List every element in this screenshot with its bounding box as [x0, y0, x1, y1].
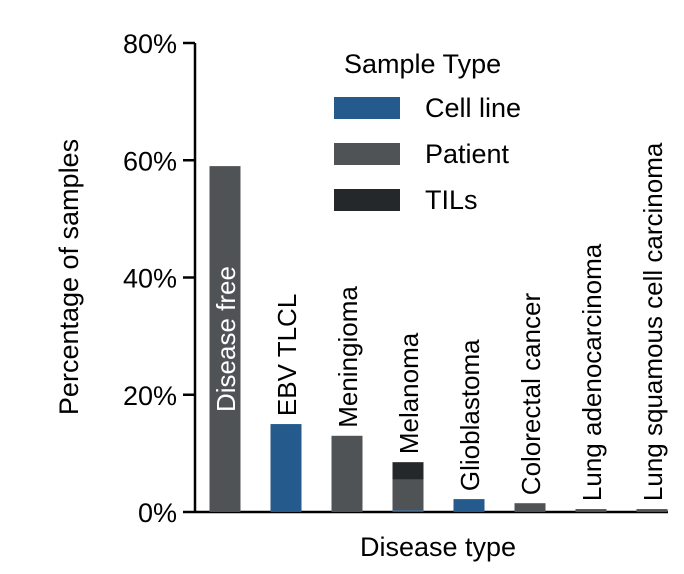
legend-title: Sample Type — [344, 49, 501, 79]
legend-swatch — [334, 97, 400, 119]
legend-swatch — [334, 189, 400, 211]
legend-label: Cell line — [425, 93, 521, 123]
bar-category-label: Colorectal cancer — [516, 293, 546, 496]
bar-segment-patient — [575, 509, 607, 512]
bar-category-label: Melanoma — [394, 332, 424, 454]
legend-label: TILs — [425, 185, 478, 215]
bar-segment-cell-line — [392, 510, 424, 512]
bar-segment-patient — [209, 166, 241, 513]
legend-label: Patient — [425, 139, 510, 169]
bar-category-label: Meningioma — [333, 286, 363, 428]
bar-segment-patient — [392, 479, 424, 511]
y-tick-label: 40% — [123, 264, 177, 294]
bar-category-label: Lung squamous cell carcinoma — [638, 142, 668, 501]
bar-category-label: Lung adenocarcinoma — [577, 243, 607, 501]
y-tick-label: 80% — [123, 29, 177, 59]
legend-swatch — [334, 143, 400, 165]
bar-category-label: Disease free — [211, 266, 241, 412]
bar-segment-patient — [514, 503, 546, 512]
bar-category-label: Glioblastoma — [455, 339, 485, 491]
x-axis-title: Disease type — [360, 532, 516, 562]
y-tick-label: 0% — [138, 498, 177, 528]
y-axis-title: Percentage of samples — [54, 139, 84, 415]
bar-segment-cell-line — [270, 424, 302, 512]
bar-segment-tils — [392, 462, 424, 480]
y-tick-label: 20% — [123, 381, 177, 411]
y-axis: 0% 20% 40% 60% 80% — [123, 29, 197, 528]
bar-category-label: EBV TLCL — [272, 294, 302, 416]
bar-segment-patient — [636, 509, 668, 512]
y-tick-label: 60% — [123, 146, 177, 176]
bar-segment-patient — [331, 435, 363, 512]
legend: Sample Type Cell line Patient TILs — [334, 49, 521, 215]
bar-segment-cell-line — [453, 499, 485, 512]
